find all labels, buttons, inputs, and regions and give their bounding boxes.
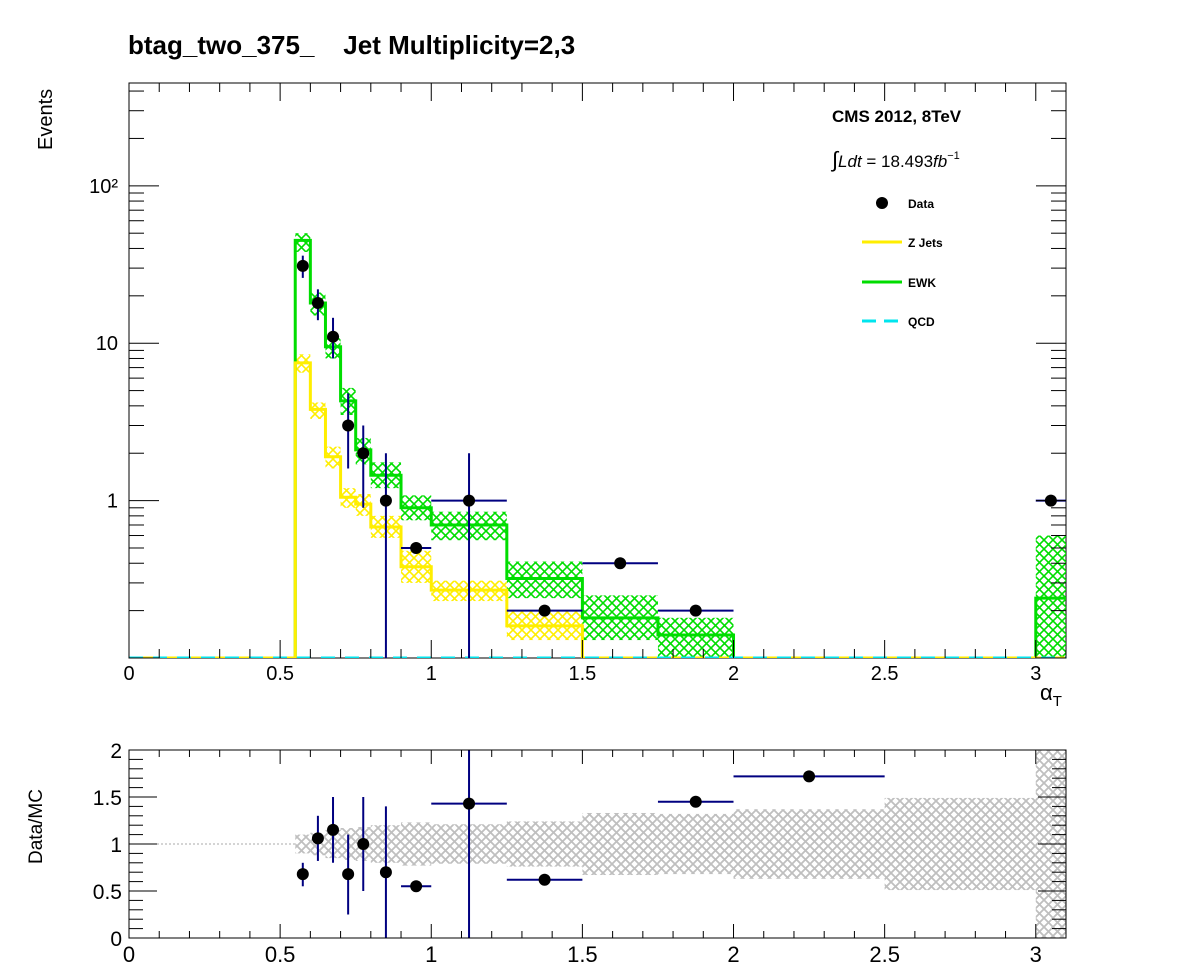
x-tick-label: 1.5	[568, 663, 596, 685]
legend-label: EWK	[908, 276, 936, 290]
x-tick-label: 0.5	[266, 663, 294, 685]
ratio-point	[538, 873, 551, 886]
ratio-uncertainty-band	[733, 809, 885, 879]
data-point	[538, 604, 551, 617]
ratio-uncertainty-band	[582, 812, 658, 876]
luminosity-label: ∫Ldt = 18.493fb−1	[830, 147, 960, 172]
legend-marker-data	[876, 197, 888, 209]
ratio-uncertainty-band	[506, 821, 583, 867]
ratio-point	[803, 770, 816, 783]
data-point	[296, 259, 309, 272]
uncertainty-band-ewk	[295, 233, 311, 252]
data-point	[463, 494, 476, 507]
x-tick-label: 2.5	[871, 663, 899, 685]
series-line-ewk	[129, 238, 1066, 658]
ratio-y-tick-label: 1.5	[93, 787, 122, 810]
ratio-y-axis-label: Data/MC	[26, 789, 47, 864]
data-point	[379, 494, 392, 507]
x-tick-label: 3	[1030, 663, 1041, 685]
ratio-uncertainty-band	[401, 822, 432, 866]
ratio-y-tick-label: 0	[110, 928, 122, 951]
ratio-y-tick-label: 1	[110, 834, 122, 857]
experiment-label: CMS 2012, 8TeV	[832, 107, 962, 126]
ratio-uncertainty-band	[657, 813, 734, 875]
legend: Data Z Jets EWK QCD	[862, 197, 943, 329]
ratio-x-tick-label: 1.5	[567, 942, 598, 967]
data-point	[689, 604, 702, 617]
series-line-z-jets	[129, 361, 1066, 658]
ratio-point	[357, 838, 370, 850]
data-point	[357, 447, 370, 460]
x-tick-label: 2	[728, 663, 739, 685]
data-point	[614, 557, 627, 570]
ratio-x-tick-label: 1	[425, 942, 437, 967]
ratio-point	[379, 866, 392, 879]
ratio-y-tick-label: 0.5	[93, 881, 122, 904]
legend-label: QCD	[908, 315, 935, 329]
ratio-x-tick-label: 3	[1030, 942, 1042, 967]
legend-label: Z Jets	[908, 236, 943, 250]
x-tick-label: 1	[426, 663, 437, 685]
ratio-x-tick-label: 2	[727, 942, 739, 967]
data-point	[410, 541, 423, 554]
y-tick-label: 10²	[89, 176, 118, 198]
legend-label: Data	[908, 197, 934, 211]
y-tick-label: 10	[96, 333, 118, 355]
ratio-x-tick-label: 0	[123, 942, 135, 967]
ratio-x-tick-label: 0.5	[265, 942, 296, 967]
y-axis-label: Events	[35, 89, 57, 150]
uncertainty-band-ewk	[657, 617, 734, 658]
ratio-point	[410, 880, 423, 893]
data-point	[311, 297, 324, 310]
x-axis-label: αT	[1040, 680, 1062, 710]
ratio-x-tick-label: 2.5	[869, 942, 900, 967]
ratio-point	[311, 832, 324, 845]
y-tick-label: 1	[107, 491, 118, 513]
ratio-point	[342, 868, 355, 881]
data-point	[342, 419, 355, 432]
data-point	[327, 330, 340, 343]
ratio-y-tick-label: 2	[110, 740, 122, 763]
ratio-point	[327, 823, 340, 836]
ratio-point	[689, 795, 702, 808]
ratio-uncertainty-band	[295, 834, 311, 854]
ratio-uncertainty-band	[884, 797, 1036, 891]
ratio-point	[296, 868, 309, 881]
ratio-point	[463, 797, 476, 810]
chart-title: btag_two_375_ Jet Multiplicity=2,3	[128, 30, 575, 60]
x-tick-label: 0	[123, 663, 134, 685]
